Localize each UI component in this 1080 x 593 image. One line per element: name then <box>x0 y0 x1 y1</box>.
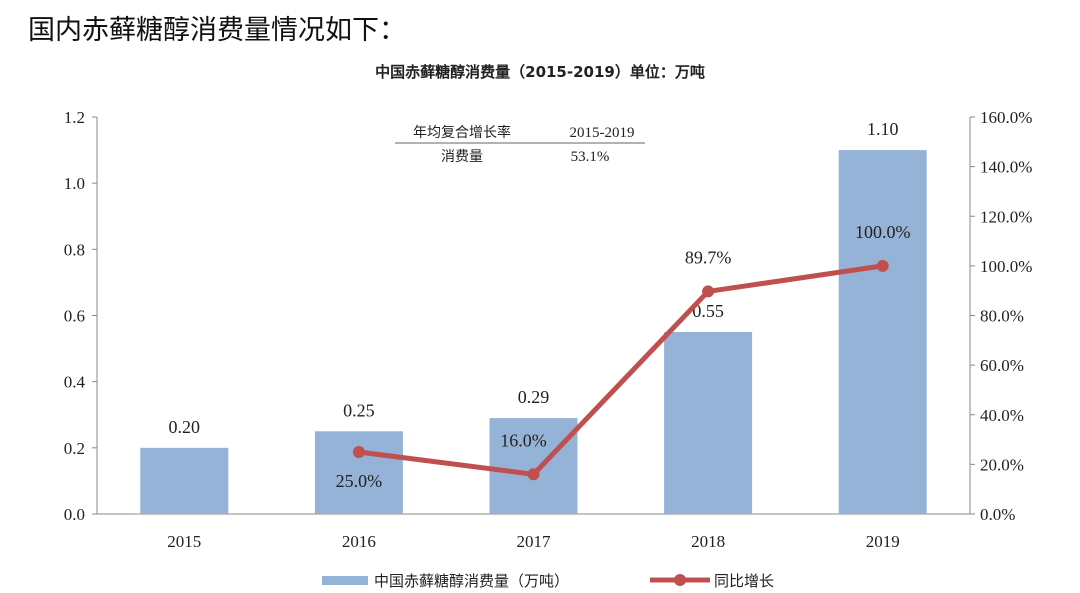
y-right-tick-label: 160.0% <box>980 108 1032 127</box>
growth-label: 89.7% <box>685 247 732 267</box>
bar-label: 0.25 <box>343 400 375 420</box>
y-right-tick-label: 20.0% <box>980 455 1024 474</box>
legend-swatch-marker <box>674 574 686 586</box>
y-right-tick-label: 40.0% <box>980 406 1024 425</box>
x-tick-label: 2016 <box>342 532 376 551</box>
bar-label: 0.55 <box>692 301 724 321</box>
y-left-tick-label: 1.0 <box>64 174 85 193</box>
annotation-row-value: 53.1% <box>571 149 610 165</box>
bar <box>489 418 578 514</box>
bar <box>140 447 229 514</box>
x-tick-label: 2015 <box>167 532 201 551</box>
y-right-tick-label: 120.0% <box>980 207 1032 226</box>
growth-label: 16.0% <box>500 430 547 450</box>
growth-point <box>876 259 889 272</box>
annotation-row-label: 消费量 <box>441 149 483 165</box>
y-left-tick-label: 0.4 <box>64 373 86 392</box>
y-right-tick-label: 100.0% <box>980 257 1032 276</box>
legend-label-line: 同比增长 <box>714 572 774 590</box>
legend-swatch-bar <box>322 576 368 585</box>
y-right-tick-label: 60.0% <box>980 356 1024 375</box>
y-left-tick-label: 0.6 <box>64 307 85 326</box>
y-right-tick-label: 80.0% <box>980 307 1024 326</box>
y-left-tick-label: 0.2 <box>64 439 85 458</box>
bar-label: 1.10 <box>867 119 899 139</box>
annotation-header-label: 年均复合增长率 <box>413 124 511 141</box>
y-left-tick-label: 1.2 <box>64 108 85 127</box>
y-right-tick-label: 0.0% <box>980 505 1015 524</box>
x-tick-label: 2019 <box>866 532 900 551</box>
growth-label: 100.0% <box>855 222 911 242</box>
growth-point <box>527 468 540 481</box>
annotation-header-period: 2015-2019 <box>570 125 635 141</box>
y-left-tick-label: 0.0 <box>64 505 85 524</box>
chart-title: 中国赤藓糖醇消费量（2015-2019）单位：万吨 <box>375 63 705 81</box>
growth-point <box>702 285 715 298</box>
growth-line <box>358 263 884 477</box>
growth-point <box>352 445 365 458</box>
bar <box>664 332 753 514</box>
y-right-tick-label: 140.0% <box>980 158 1032 177</box>
bar <box>838 150 927 515</box>
bar <box>314 431 403 514</box>
bar-label: 0.29 <box>518 387 550 407</box>
heading: 国内赤藓糖醇消费量情况如下： <box>28 15 406 46</box>
growth-label: 25.0% <box>336 471 383 491</box>
x-tick-label: 2017 <box>517 532 552 551</box>
legend-label-bar: 中国赤藓糖醇消费量（万吨） <box>374 572 569 590</box>
y-left-tick-label: 0.8 <box>64 240 85 259</box>
bar-label: 0.20 <box>169 417 201 437</box>
x-tick-label: 2018 <box>691 532 725 551</box>
